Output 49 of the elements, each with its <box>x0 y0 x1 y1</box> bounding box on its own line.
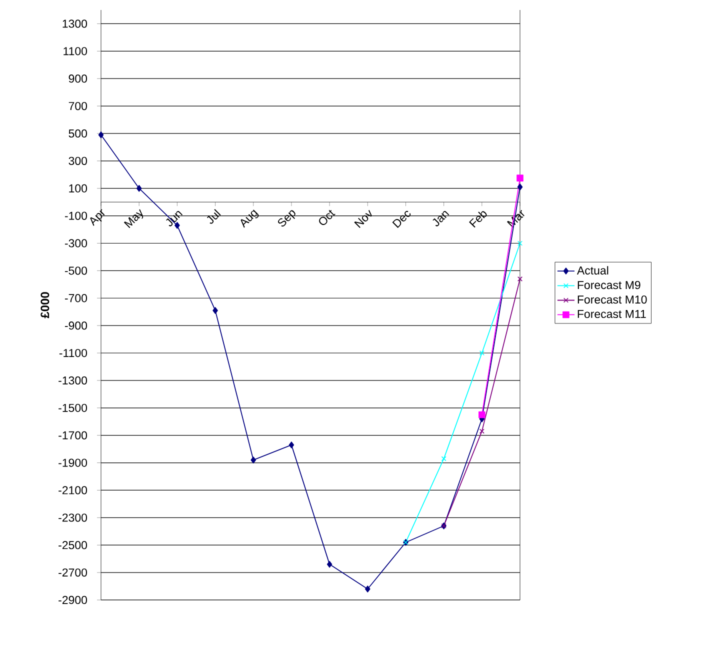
point <box>136 184 142 192</box>
y-tick-label: 900 <box>68 74 88 83</box>
y-tick-label: -1100 <box>59 348 88 358</box>
y-tick-label: 1100 <box>64 47 88 56</box>
point <box>212 307 218 314</box>
point <box>478 411 486 418</box>
point <box>364 586 370 592</box>
point <box>517 240 523 246</box>
point <box>517 184 523 190</box>
point <box>479 428 484 434</box>
legend-label: Forecast M10 <box>578 295 647 304</box>
y-axis-title: £000 <box>40 292 50 318</box>
legend-label: Forecast M11 <box>578 310 646 318</box>
y-tick-label: 700 <box>68 102 88 110</box>
point <box>479 350 484 356</box>
y-tick-label: -700 <box>64 294 88 302</box>
x-tick-label: Apr <box>90 209 105 226</box>
x-tick-label: Jun <box>166 211 183 226</box>
y-tick-label: -2900 <box>58 596 88 604</box>
legend-label: Forecast M9 <box>578 280 640 290</box>
x-tick-label: Jul <box>206 208 221 224</box>
x-tick-label: May <box>124 209 144 228</box>
y-tick-label: 1300 <box>62 20 88 28</box>
y-tick-label: 100 <box>69 184 88 192</box>
legend-label: Actual <box>576 266 608 275</box>
y-tick-label: -1500 <box>58 404 88 412</box>
y-tick-label: -2100 <box>58 486 88 494</box>
y-tick-label: -100 <box>64 212 88 220</box>
point <box>516 174 524 182</box>
y-tick-label: -2500 <box>58 541 88 550</box>
point <box>441 456 446 462</box>
y-tick-label: -300 <box>64 239 88 248</box>
y-tick-label: -2300 <box>58 514 88 522</box>
y-tick-label: -1700 <box>58 431 88 440</box>
point <box>288 442 294 448</box>
y-tick-label: 500 <box>68 129 88 138</box>
x-tick-label: Oct <box>319 210 336 226</box>
x-tick-label: Feb <box>469 211 487 228</box>
point <box>517 276 523 282</box>
y-tick-label: -500 <box>64 266 88 275</box>
y-tick-label: -1300 <box>58 376 88 385</box>
point <box>250 456 256 464</box>
y-tick-label: -2700 <box>58 568 88 577</box>
y-tick-label: 300 <box>68 156 88 165</box>
y-tick-label: -1900 <box>58 458 88 467</box>
point <box>98 131 104 138</box>
point <box>326 560 332 568</box>
y-tick-label: -900 <box>64 322 88 330</box>
x-tick-label: Jan <box>432 211 450 226</box>
